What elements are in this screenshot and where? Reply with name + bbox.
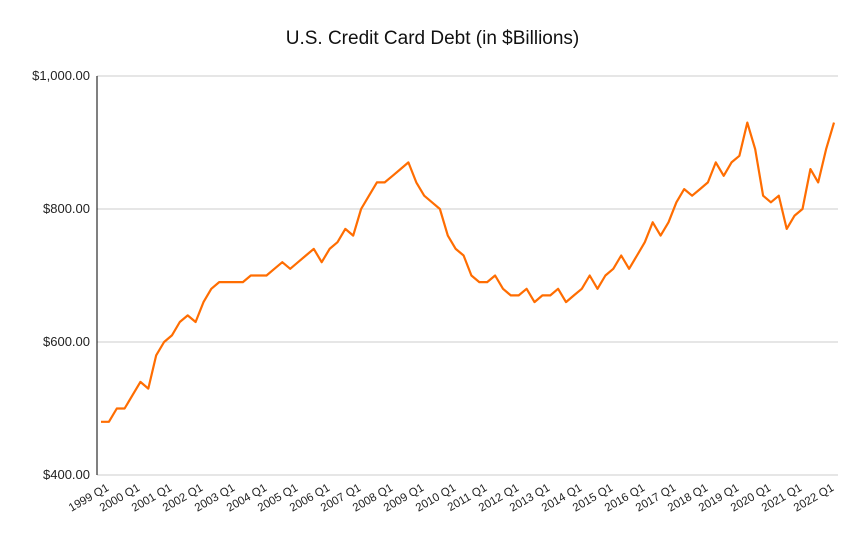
y-tick-label: $600.00	[43, 334, 90, 349]
debt-series-line	[101, 121, 836, 423]
y-tick-label: $1,000.00	[32, 68, 90, 83]
gridlines	[97, 75, 838, 476]
y-tick-label: $800.00	[43, 201, 90, 216]
chart-title: U.S. Credit Card Debt (in $Billions)	[285, 28, 580, 49]
y-tick-label: $400.00	[43, 467, 90, 482]
